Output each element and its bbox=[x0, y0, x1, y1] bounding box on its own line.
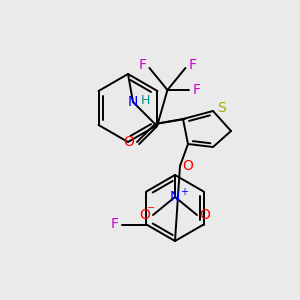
Text: O: O bbox=[183, 159, 194, 173]
Text: O: O bbox=[140, 208, 150, 222]
Text: F: F bbox=[138, 58, 146, 72]
Text: N: N bbox=[170, 190, 180, 204]
Text: −: − bbox=[147, 203, 155, 213]
Text: F: F bbox=[188, 58, 196, 72]
Text: +: + bbox=[180, 187, 188, 197]
Text: H: H bbox=[140, 94, 150, 106]
Text: F: F bbox=[110, 218, 118, 232]
Text: S: S bbox=[217, 101, 225, 115]
Text: N: N bbox=[128, 95, 138, 109]
Text: O: O bbox=[200, 208, 210, 222]
Text: O: O bbox=[124, 135, 134, 149]
Text: F: F bbox=[192, 83, 200, 97]
